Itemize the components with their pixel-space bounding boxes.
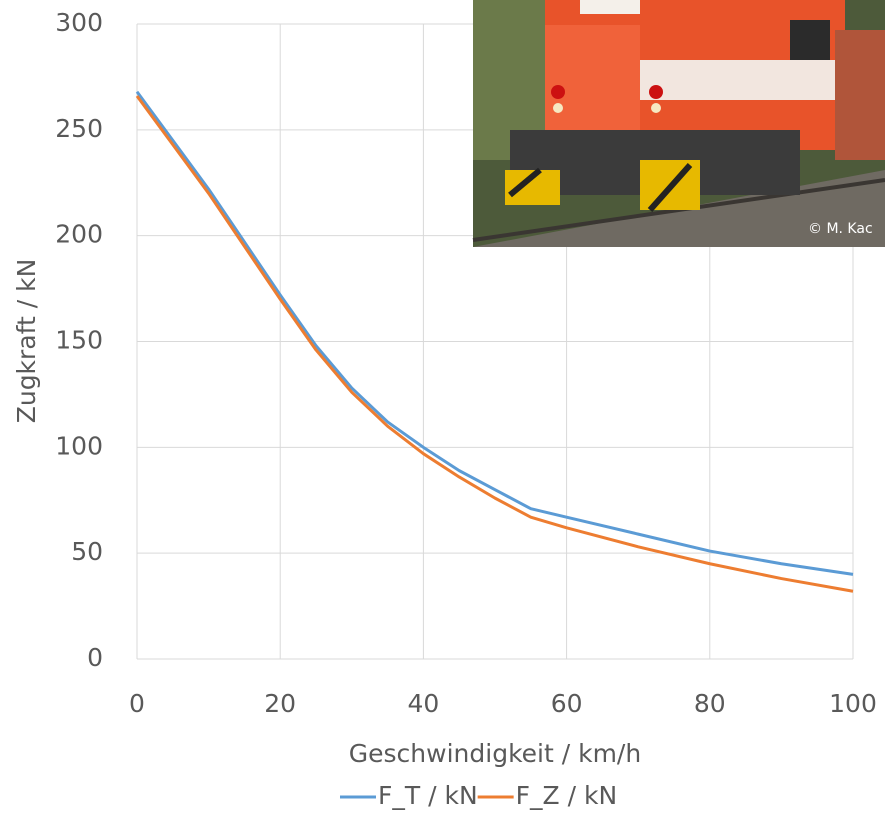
x-tick-label: 20 [264,689,296,718]
y-tick-label: 300 [55,8,103,37]
x-tick-label: 0 [129,689,145,718]
photo-credit: © M. Kac [808,221,873,237]
y-tick-label: 50 [71,537,103,566]
y-tick-label: 200 [55,220,103,249]
x-tick-label: 100 [829,689,877,718]
data-line [135,95,854,593]
legend-label: F_T / kN [378,781,478,810]
y-tick-label: 250 [55,114,103,143]
x-axis-title: Geschwindigkeit / km/h [349,739,641,768]
legend-label: F_Z / kN [516,781,618,810]
x-tick-label: 60 [551,689,583,718]
locomotive-photo [472,0,885,247]
data-line [135,90,854,576]
y-tick-label: 150 [55,326,103,355]
y-axis-title: Zugkraft / kN [12,259,41,424]
x-tick-label: 40 [407,689,439,718]
x-tick-label: 80 [694,689,726,718]
y-tick-label: 100 [55,431,103,460]
y-tick-label: 0 [87,643,103,672]
